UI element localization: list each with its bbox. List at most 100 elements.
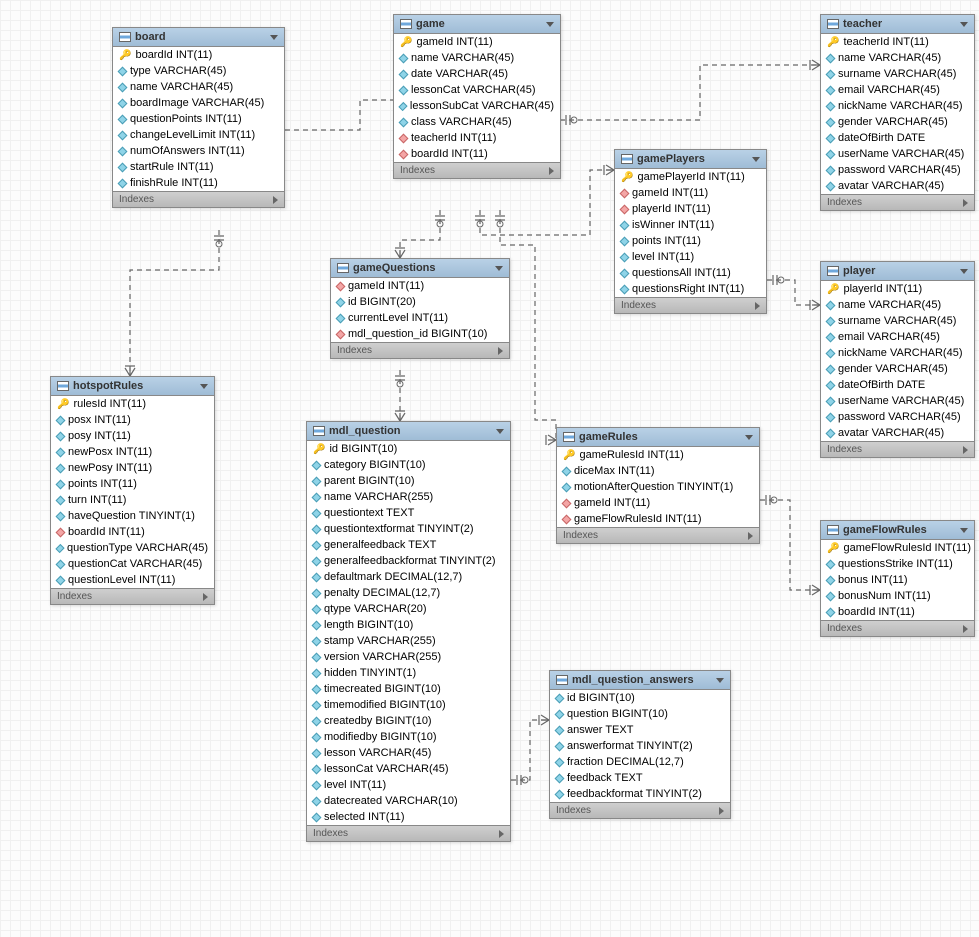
column-row[interactable]: parent BIGINT(10) xyxy=(307,473,510,489)
collapse-icon[interactable] xyxy=(716,678,724,683)
column-row[interactable]: surname VARCHAR(45) xyxy=(821,66,974,82)
column-row[interactable]: 🔑gamePlayerId INT(11) xyxy=(615,169,766,185)
column-row[interactable]: questiontext TEXT xyxy=(307,505,510,521)
column-row[interactable]: gender VARCHAR(45) xyxy=(821,361,974,377)
column-row[interactable]: boardId INT(11) xyxy=(821,604,974,620)
entity-game[interactable]: game🔑gameId INT(11)name VARCHAR(45)date … xyxy=(393,14,561,179)
column-row[interactable]: generalfeedback TEXT xyxy=(307,537,510,553)
entity-mdl_question[interactable]: mdl_question🔑id BIGINT(10)category BIGIN… xyxy=(306,421,511,842)
column-row[interactable]: dateOfBirth DATE xyxy=(821,377,974,393)
collapse-icon[interactable] xyxy=(745,435,753,440)
collapse-icon[interactable] xyxy=(960,528,968,533)
column-row[interactable]: numOfAnswers INT(11) xyxy=(113,143,284,159)
column-row[interactable]: questionsRight INT(11) xyxy=(615,281,766,297)
entity-header[interactable]: gamePlayers xyxy=(615,150,766,169)
entity-header[interactable]: teacher xyxy=(821,15,974,34)
indexes-footer[interactable]: Indexes xyxy=(557,527,759,543)
entity-header[interactable]: mdl_question_answers xyxy=(550,671,730,690)
column-row[interactable]: nickName VARCHAR(45) xyxy=(821,345,974,361)
column-row[interactable]: currentLevel INT(11) xyxy=(331,310,509,326)
column-row[interactable]: fraction DECIMAL(12,7) xyxy=(550,754,730,770)
column-row[interactable]: length BIGINT(10) xyxy=(307,617,510,633)
indexes-footer[interactable]: Indexes xyxy=(51,588,214,604)
column-row[interactable]: id BIGINT(20) xyxy=(331,294,509,310)
column-row[interactable]: 🔑playerId INT(11) xyxy=(821,281,974,297)
column-row[interactable]: name VARCHAR(45) xyxy=(394,50,560,66)
entity-header[interactable]: mdl_question xyxy=(307,422,510,441)
column-row[interactable]: diceMax INT(11) xyxy=(557,463,759,479)
collapse-icon[interactable] xyxy=(495,266,503,271)
column-row[interactable]: id BIGINT(10) xyxy=(550,690,730,706)
entity-header[interactable]: board xyxy=(113,28,284,47)
column-row[interactable]: gameId INT(11) xyxy=(615,185,766,201)
collapse-icon[interactable] xyxy=(200,384,208,389)
column-row[interactable]: mdl_question_id BIGINT(10) xyxy=(331,326,509,342)
column-row[interactable]: name VARCHAR(45) xyxy=(821,297,974,313)
column-row[interactable]: questionPoints INT(11) xyxy=(113,111,284,127)
entity-header[interactable]: hotspotRules xyxy=(51,377,214,396)
column-row[interactable]: 🔑gameId INT(11) xyxy=(394,34,560,50)
indexes-footer[interactable]: Indexes xyxy=(550,802,730,818)
entity-player[interactable]: player🔑playerId INT(11)name VARCHAR(45)s… xyxy=(820,261,975,458)
entity-mdl_question_answers[interactable]: mdl_question_answersid BIGINT(10)questio… xyxy=(549,670,731,819)
collapse-icon[interactable] xyxy=(496,429,504,434)
collapse-icon[interactable] xyxy=(546,22,554,27)
expand-icon[interactable] xyxy=(498,347,503,355)
column-row[interactable]: finishRule INT(11) xyxy=(113,175,284,191)
column-row[interactable]: playerId INT(11) xyxy=(615,201,766,217)
column-row[interactable]: password VARCHAR(45) xyxy=(821,162,974,178)
column-row[interactable]: category BIGINT(10) xyxy=(307,457,510,473)
column-row[interactable]: nickName VARCHAR(45) xyxy=(821,98,974,114)
column-row[interactable]: question BIGINT(10) xyxy=(550,706,730,722)
expand-icon[interactable] xyxy=(719,807,724,815)
column-row[interactable]: questionsAll INT(11) xyxy=(615,265,766,281)
expand-icon[interactable] xyxy=(203,593,208,601)
column-row[interactable]: questionsStrike INT(11) xyxy=(821,556,974,572)
column-row[interactable]: boardId INT(11) xyxy=(51,524,214,540)
column-row[interactable]: turn INT(11) xyxy=(51,492,214,508)
collapse-icon[interactable] xyxy=(752,157,760,162)
column-row[interactable]: hidden TINYINT(1) xyxy=(307,665,510,681)
column-row[interactable]: generalfeedbackformat TINYINT(2) xyxy=(307,553,510,569)
column-row[interactable]: selected INT(11) xyxy=(307,809,510,825)
expand-icon[interactable] xyxy=(273,196,278,204)
column-row[interactable]: haveQuestion TINYINT(1) xyxy=(51,508,214,524)
indexes-footer[interactable]: Indexes xyxy=(615,297,766,313)
column-row[interactable]: timemodified BIGINT(10) xyxy=(307,697,510,713)
column-row[interactable]: userName VARCHAR(45) xyxy=(821,393,974,409)
column-row[interactable]: points INT(11) xyxy=(615,233,766,249)
column-row[interactable]: modifiedby BIGINT(10) xyxy=(307,729,510,745)
column-row[interactable]: boardId INT(11) xyxy=(394,146,560,162)
column-row[interactable]: 🔑gameRulesId INT(11) xyxy=(557,447,759,463)
column-row[interactable]: createdby BIGINT(10) xyxy=(307,713,510,729)
expand-icon[interactable] xyxy=(748,532,753,540)
expand-icon[interactable] xyxy=(549,167,554,175)
column-row[interactable]: questionLevel INT(11) xyxy=(51,572,214,588)
entity-gamePlayers[interactable]: gamePlayers🔑gamePlayerId INT(11)gameId I… xyxy=(614,149,767,314)
column-row[interactable]: lessonCat VARCHAR(45) xyxy=(307,761,510,777)
column-row[interactable]: level INT(11) xyxy=(307,777,510,793)
column-row[interactable]: questionType VARCHAR(45) xyxy=(51,540,214,556)
column-row[interactable]: feedback TEXT xyxy=(550,770,730,786)
column-row[interactable]: questionCat VARCHAR(45) xyxy=(51,556,214,572)
column-row[interactable]: qtype VARCHAR(20) xyxy=(307,601,510,617)
indexes-footer[interactable]: Indexes xyxy=(821,441,974,457)
column-row[interactable]: startRule INT(11) xyxy=(113,159,284,175)
expand-icon[interactable] xyxy=(963,625,968,633)
column-row[interactable]: timecreated BIGINT(10) xyxy=(307,681,510,697)
column-row[interactable]: surname VARCHAR(45) xyxy=(821,313,974,329)
column-row[interactable]: boardImage VARCHAR(45) xyxy=(113,95,284,111)
expand-icon[interactable] xyxy=(499,830,504,838)
column-row[interactable]: 🔑rulesId INT(11) xyxy=(51,396,214,412)
column-row[interactable]: penalty DECIMAL(12,7) xyxy=(307,585,510,601)
entity-gameRules[interactable]: gameRules🔑gameRulesId INT(11)diceMax INT… xyxy=(556,427,760,544)
column-row[interactable]: gameId INT(11) xyxy=(557,495,759,511)
expand-icon[interactable] xyxy=(963,199,968,207)
column-row[interactable]: 🔑teacherId INT(11) xyxy=(821,34,974,50)
indexes-footer[interactable]: Indexes xyxy=(113,191,284,207)
column-row[interactable]: isWinner INT(11) xyxy=(615,217,766,233)
column-row[interactable]: lesson VARCHAR(45) xyxy=(307,745,510,761)
column-row[interactable]: name VARCHAR(255) xyxy=(307,489,510,505)
column-row[interactable]: name VARCHAR(45) xyxy=(113,79,284,95)
column-row[interactable]: type VARCHAR(45) xyxy=(113,63,284,79)
